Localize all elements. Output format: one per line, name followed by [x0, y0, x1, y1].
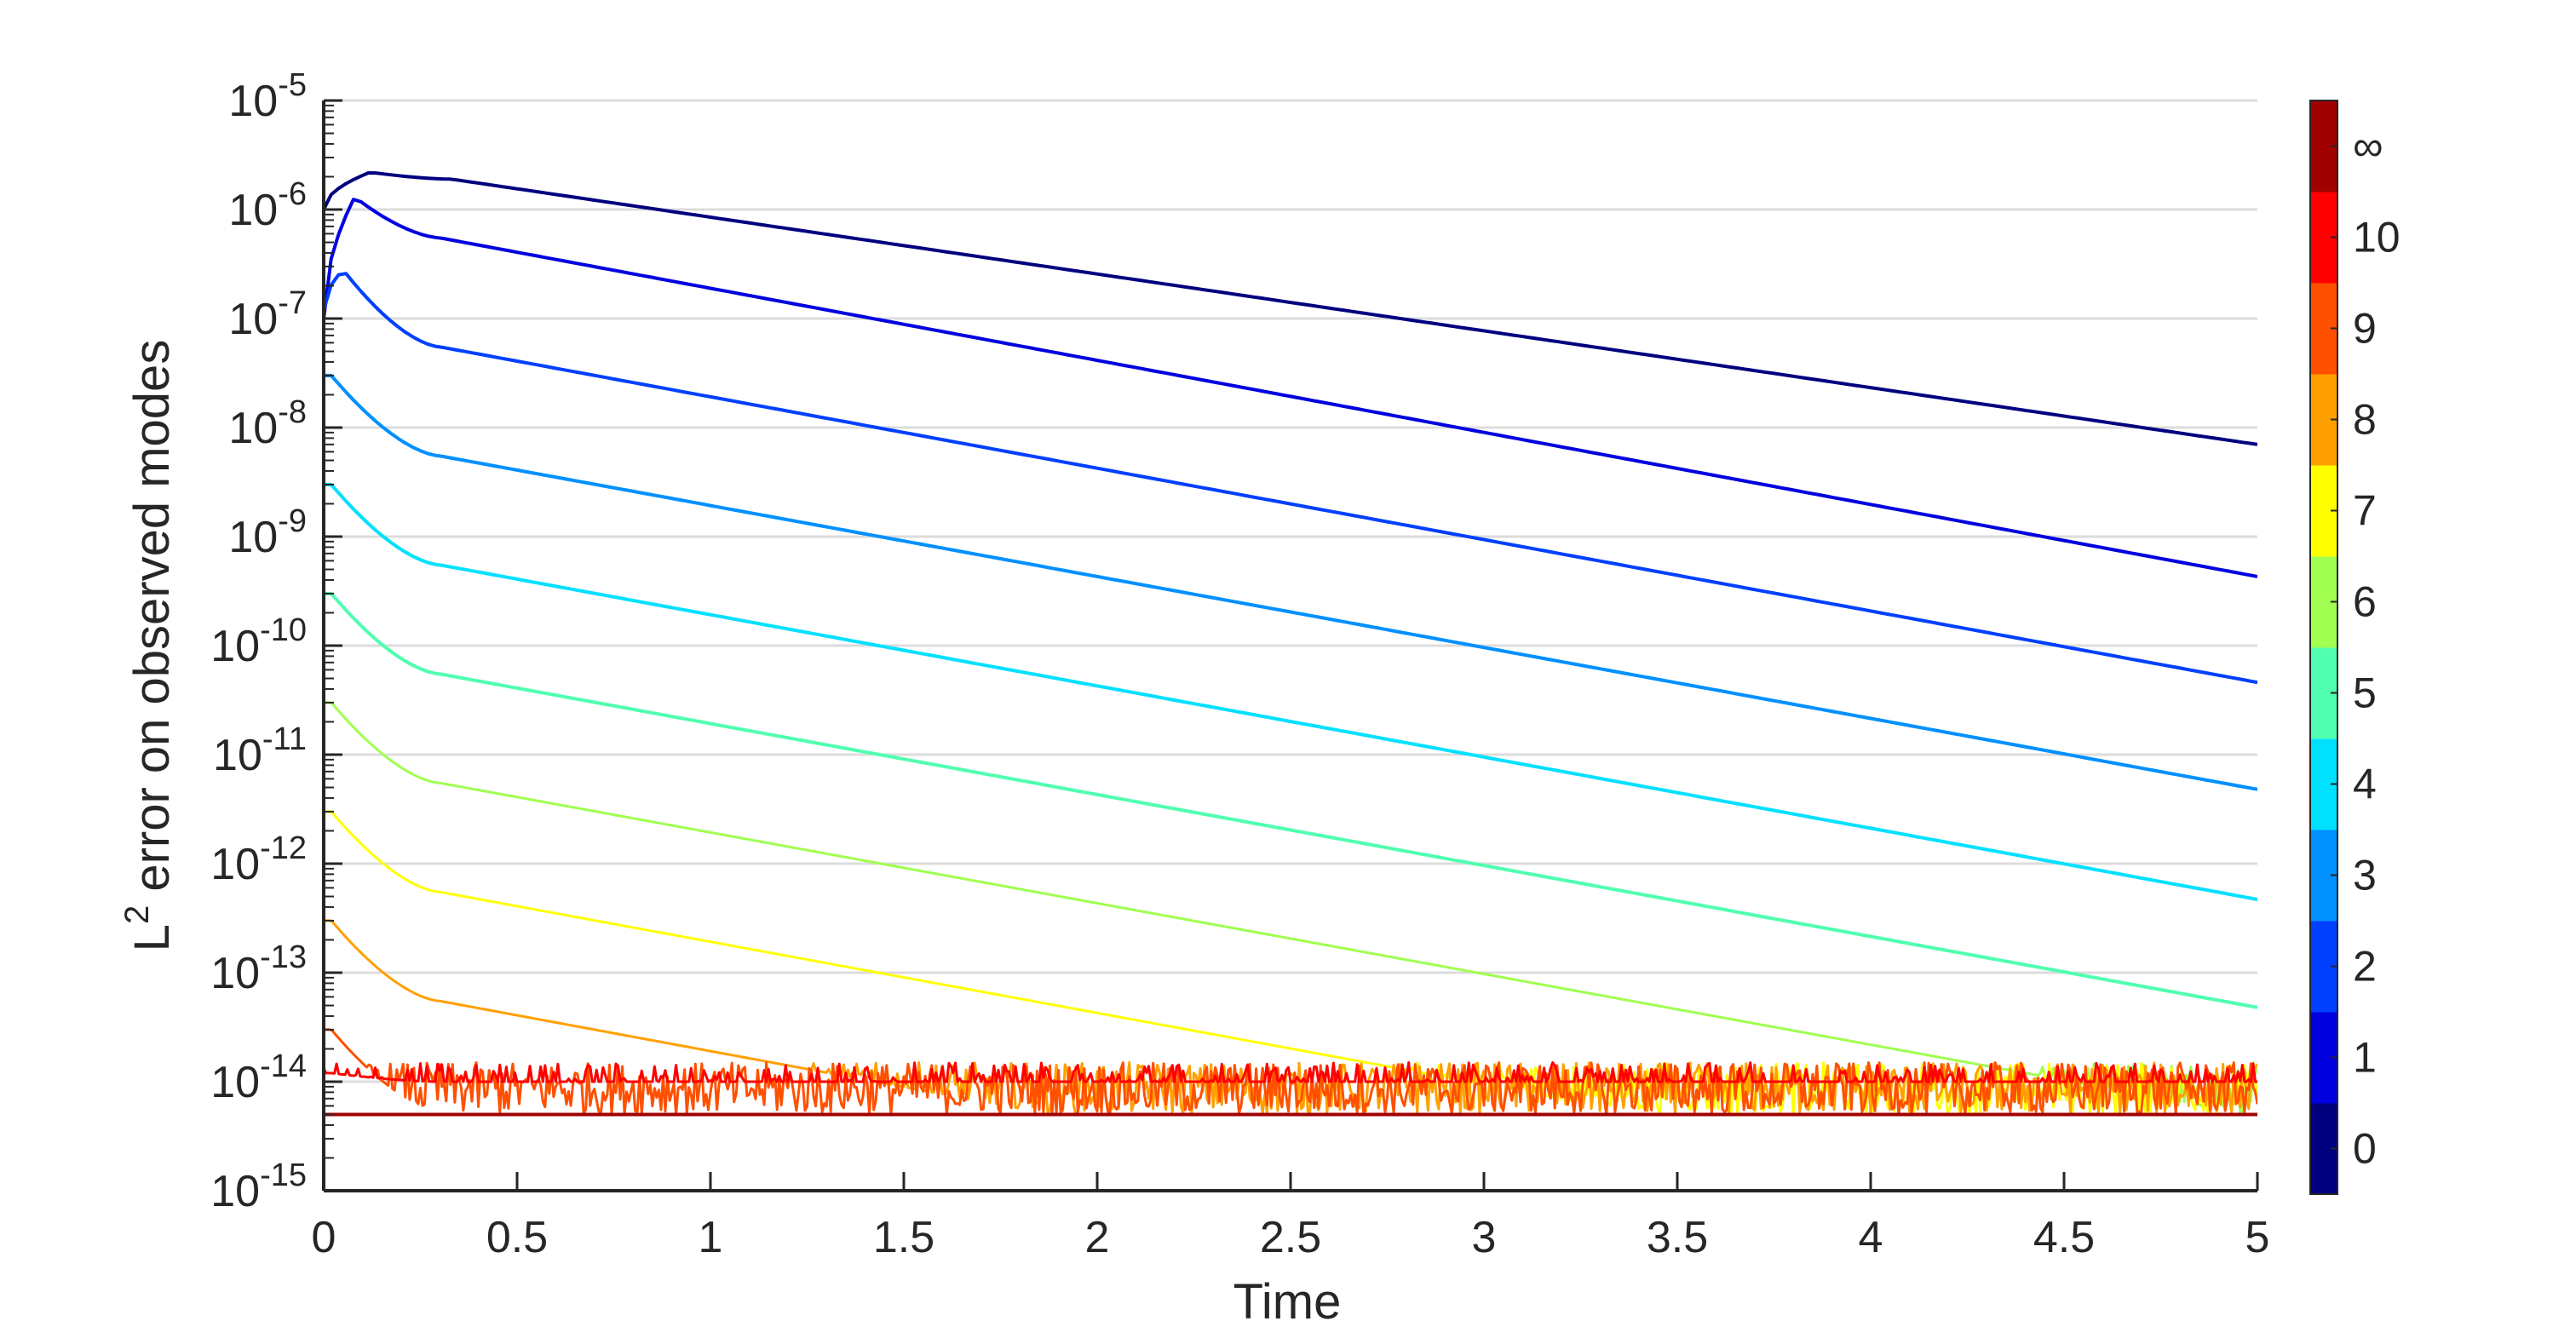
x-tick-label: 1: [699, 1213, 723, 1262]
colorbar-label: 7: [2353, 487, 2377, 535]
series-line: [324, 1061, 2257, 1083]
y-axis-label: L2 error on observed modes: [118, 340, 180, 952]
colorbar-label: 0: [2353, 1125, 2377, 1173]
x-tick-label: 5: [2245, 1213, 2270, 1262]
series-line: [324, 272, 2257, 685]
series-line: [324, 198, 2257, 578]
y-tick-exponent: -7: [278, 285, 307, 321]
series-line: [324, 810, 2257, 1116]
x-tick-label: 2: [1085, 1213, 1110, 1262]
colorbar-label: 1: [2353, 1034, 2377, 1082]
y-tick-base: 10: [210, 1058, 260, 1107]
y-tick-exponent: -13: [260, 939, 307, 975]
y-tick-label: 10-14: [210, 1048, 307, 1107]
y-tick-exponent: -12: [260, 830, 307, 866]
x-tick-label: 4: [1859, 1213, 1883, 1262]
y-tick-base: 10: [228, 295, 278, 344]
y-tick-label: 10-10: [210, 612, 307, 671]
y-tick-base: 10: [228, 77, 278, 126]
y-tick-base: 10: [210, 840, 260, 889]
y-tick-label: 10-12: [210, 830, 307, 889]
series-line: [324, 701, 2257, 1114]
colorbar-label: 9: [2353, 305, 2377, 353]
x-tick-label: 0.5: [486, 1213, 548, 1262]
y-tick-base: 10: [213, 731, 262, 780]
colorbar-label: 4: [2353, 761, 2377, 808]
gridlines: [324, 99, 2257, 1192]
y-tick-label: 10-6: [228, 176, 307, 235]
x-tick-label: 0: [312, 1213, 336, 1262]
y-tick-base: 10: [228, 404, 278, 453]
y-tick-exponent: -5: [278, 67, 307, 103]
y-axis-label-rest: error on observed modes: [124, 340, 180, 905]
colorbar-label: 2: [2353, 943, 2377, 991]
y-tick-label: 10-11: [213, 721, 307, 780]
series-line: [324, 171, 2257, 446]
series-line: [324, 591, 2257, 1009]
y-tick-label: 10-7: [228, 285, 307, 344]
y-axis-label-base: L: [124, 924, 180, 951]
y-tick-label: 10-9: [228, 503, 307, 562]
axes: 0 0.5 1 1.5 2 2.5 3 3.5 4 4.5 510-510-610-710-810-…: [210, 67, 2269, 1262]
colorbar-label: 3: [2353, 852, 2377, 899]
y-axis-label-sup: 2: [118, 905, 156, 924]
y-tick-base: 10: [228, 513, 278, 562]
colorbar-label: 5: [2353, 669, 2377, 717]
y-tick-base: 10: [228, 186, 278, 235]
y-tick-exponent: -14: [260, 1048, 307, 1084]
colorbar-label: 8: [2353, 396, 2377, 444]
y-tick-exponent: -6: [278, 176, 307, 212]
y-tick-exponent: -11: [262, 721, 307, 757]
y-tick-base: 10: [210, 1167, 260, 1216]
series-line: [324, 482, 2257, 901]
colorbar-frame: [2309, 100, 2338, 1195]
x-axis-label: Time: [1233, 1274, 1342, 1327]
x-tick-label: 3: [1472, 1213, 1497, 1262]
y-tick-exponent: -9: [278, 503, 307, 539]
y-tick-exponent: -15: [260, 1158, 307, 1193]
y-tick-exponent: -10: [260, 612, 307, 648]
y-tick-base: 10: [210, 949, 260, 998]
y-tick-label: 10-8: [228, 394, 307, 453]
y-tick-exponent: -8: [278, 394, 307, 430]
colorbar: 0 1 2 3 4 5 6 7 8 9 10 ∞: [2309, 100, 2401, 1195]
plot-area: [324, 171, 2257, 1117]
x-tick-label: 2.5: [1260, 1213, 1321, 1262]
y-tick-label: 10-5: [228, 67, 307, 126]
colorbar-label: 10: [2353, 214, 2401, 261]
series-line: [324, 373, 2257, 791]
x-tick-label: 3.5: [1647, 1213, 1708, 1262]
colorbar-label: ∞: [2353, 123, 2383, 170]
x-tick-label: 1.5: [873, 1213, 934, 1262]
x-tick-label: 4.5: [2033, 1213, 2095, 1262]
y-tick-base: 10: [210, 622, 260, 671]
y-tick-label: 10-13: [210, 939, 307, 998]
y-tick-label: 10-15: [210, 1158, 307, 1216]
colorbar-label: 6: [2353, 578, 2377, 626]
